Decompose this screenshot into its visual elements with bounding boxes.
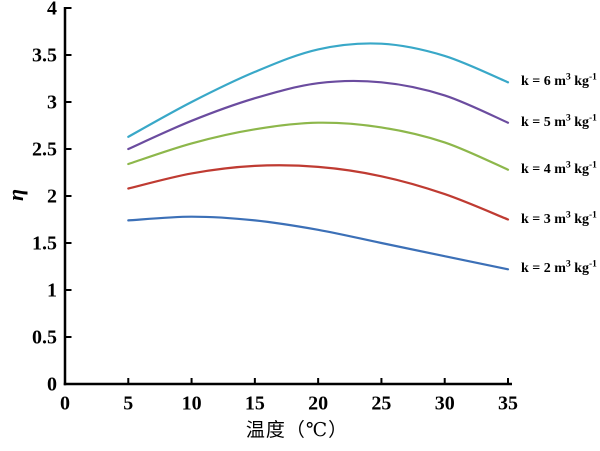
series-line-k6 — [127, 42, 510, 138]
y-tick-label: 0 — [47, 374, 57, 396]
y-tick-label: 3.5 — [32, 45, 57, 67]
series-label-k6: k = 6 m3 kg-1 — [521, 72, 597, 90]
x-tick-label: 25 — [371, 393, 391, 415]
x-tick-label: 35 — [498, 393, 518, 415]
y-tick-label: 4 — [47, 0, 57, 20]
x-axis-title: 温度（℃） — [245, 420, 349, 441]
x-tick-label: 15 — [245, 393, 265, 415]
series-label-k3: k = 3 m3 kg-1 — [521, 209, 597, 227]
y-tick-label: 3 — [47, 92, 57, 114]
y-axis-title: η — [3, 188, 28, 202]
series-line-k3 — [127, 164, 510, 221]
series-line-k5 — [127, 79, 510, 151]
series-line-k4 — [127, 121, 510, 171]
x-tick-label: 30 — [435, 393, 455, 415]
series-label-k2: k = 2 m3 kg-1 — [521, 259, 597, 277]
y-tick-label: 1.5 — [32, 233, 57, 255]
series-label-k5: k = 5 m3 kg-1 — [521, 113, 597, 130]
series-label-k4: k = 4 m3 kg-1 — [521, 160, 597, 177]
x-tick-label: 20 — [308, 393, 328, 415]
x-tick-label: 10 — [182, 393, 202, 415]
y-tick-label: 2.5 — [32, 139, 57, 161]
x-tick-label: 5 — [123, 393, 133, 415]
x-tick-label: 0 — [60, 393, 70, 415]
y-tick-label: 0.5 — [32, 327, 57, 349]
y-tick-label: 2 — [47, 186, 57, 208]
series-line-k2 — [127, 215, 510, 271]
y-tick-label: 1 — [47, 280, 57, 302]
